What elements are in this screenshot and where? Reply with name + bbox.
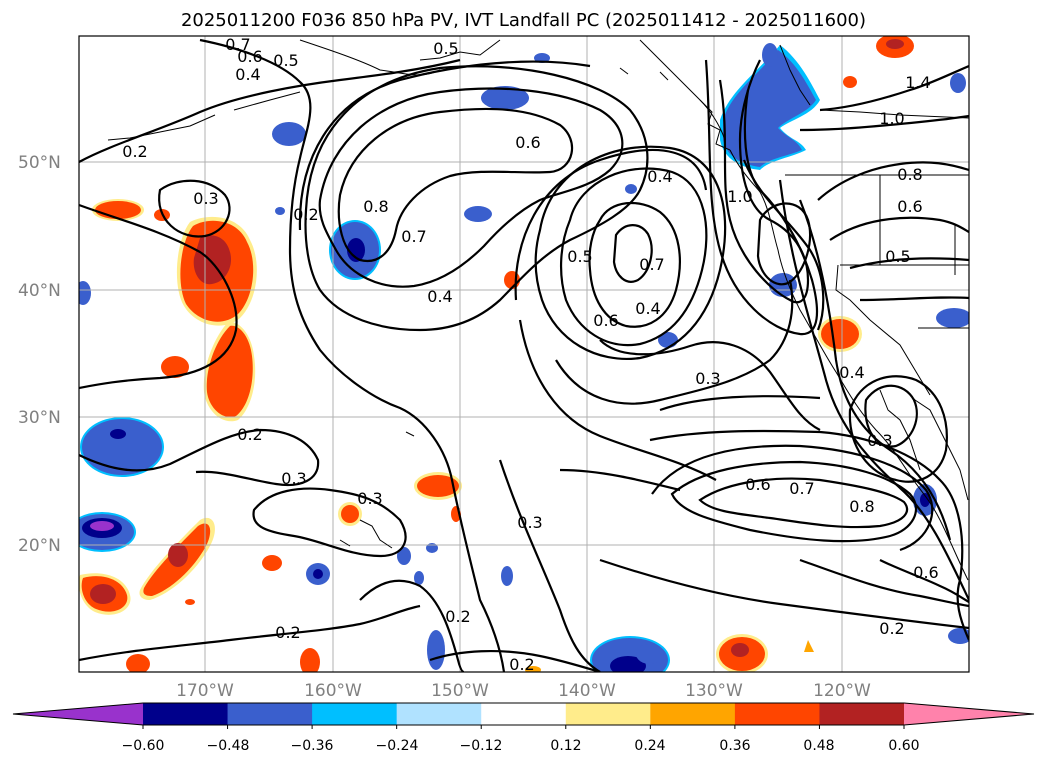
lon-label: 120°W <box>813 681 871 701</box>
contour-label: 0.6 <box>745 475 770 494</box>
colorbar-tick-label: −0.12 <box>459 738 503 754</box>
contour-label: 0.2 <box>445 607 470 626</box>
contour-label: 0.3 <box>281 469 306 488</box>
contour-label: 0.3 <box>193 189 218 208</box>
colorbar-bin <box>819 703 905 725</box>
map-frame <box>78 35 970 673</box>
contour-label: 0.2 <box>275 623 300 642</box>
contour-label: 1.0 <box>879 109 904 128</box>
contour-label: 0.7 <box>789 479 814 498</box>
contour-label: 1.4 <box>905 73 930 92</box>
colorbar-ticks <box>142 725 905 729</box>
colorbar-bin <box>143 703 229 725</box>
colorbar-bin <box>227 703 313 725</box>
colorbar-bin <box>13 703 143 725</box>
contour-label: 0.3 <box>867 431 892 450</box>
contour-label: 0.3 <box>695 369 720 388</box>
contour-label: 0.8 <box>363 197 388 216</box>
contour-label: 0.3 <box>517 513 542 532</box>
contour-label: 0.2 <box>122 142 147 161</box>
colorbar-bin <box>565 703 651 725</box>
contour-labels: 0.7 0.6 0.4 0.5 0.5 0.2 0.3 0.2 0.8 0.7 … <box>122 35 938 674</box>
colorbar <box>12 702 1035 729</box>
colorbar-tick-label: 0.12 <box>550 738 582 754</box>
contour-label: 0.6 <box>593 311 618 330</box>
contour-label: 0.4 <box>635 299 660 318</box>
colorbar-bins <box>13 703 1034 725</box>
contour-label: 0.4 <box>427 287 452 306</box>
colorbar-tick-label: −0.24 <box>375 738 419 754</box>
colorbar-tick-label: 0.24 <box>634 738 666 754</box>
colorbar-tick-label: 0.48 <box>803 738 835 754</box>
lon-label: 170°W <box>176 681 234 701</box>
contour-label: 0.2 <box>509 655 534 674</box>
colorbar-bin <box>396 703 482 725</box>
contour-label: 0.5 <box>567 247 592 266</box>
colorbar-tick-label: 0.36 <box>719 738 751 754</box>
contour-label: 0.3 <box>357 489 382 508</box>
pv-contours <box>79 38 969 672</box>
colorbar-bin <box>481 703 567 725</box>
lat-label: 50°N <box>18 153 61 173</box>
colorbar-tick-label: −0.36 <box>290 738 334 754</box>
contour-label: 1.0 <box>727 187 752 206</box>
colorbar-bin <box>312 703 398 725</box>
shade-blob-central-red <box>154 209 257 422</box>
colorbar-bin <box>650 703 736 725</box>
lon-label: 160°W <box>304 681 362 701</box>
contour-label: 0.5 <box>433 39 458 58</box>
colorbar-tick-label: −0.48 <box>206 738 250 754</box>
contour-label: 0.2 <box>237 425 262 444</box>
lat-label: 40°N <box>18 281 61 301</box>
contour-label: 0.6 <box>913 563 938 582</box>
contour-label: 0.4 <box>647 167 672 186</box>
graticule <box>79 36 969 672</box>
contour-label: 0.6 <box>897 197 922 216</box>
contour-label: 0.8 <box>897 165 922 184</box>
colorbar-bin <box>734 703 820 725</box>
shade-blob-sw-red <box>79 517 320 672</box>
contour-label: 0.5 <box>885 247 910 266</box>
contour-label: 0.2 <box>293 205 318 224</box>
contour-label: 0.8 <box>849 497 874 516</box>
contour-label: 0.5 <box>273 51 298 70</box>
colorbar-tick-label: −0.60 <box>121 738 165 754</box>
contour-label: 0.6 <box>237 47 262 66</box>
contour-label: 0.6 <box>515 133 540 152</box>
contour-label: 0.7 <box>401 227 426 246</box>
shade-blob-blue <box>79 43 969 672</box>
lon-label: 130°W <box>685 681 743 701</box>
contour-label: 0.4 <box>839 363 864 382</box>
contour-label: 0.7 <box>225 35 250 54</box>
map-title: 2025011200 F036 850 hPa PV, IVT Landfall… <box>180 10 867 31</box>
shade-blob-nw-red <box>92 199 144 221</box>
colorbar-bin <box>904 703 1034 725</box>
contour-label: 0.4 <box>235 65 260 84</box>
lon-label: 150°W <box>431 681 489 701</box>
lat-label: 30°N <box>18 408 61 428</box>
lat-label: 20°N <box>18 536 61 556</box>
shaded-regions <box>79 36 969 672</box>
lon-label: 140°W <box>558 681 616 701</box>
colorbar-tick-label: 0.60 <box>888 738 920 754</box>
contour-label: 0.7 <box>639 255 664 274</box>
contour-label: 0.2 <box>879 619 904 638</box>
